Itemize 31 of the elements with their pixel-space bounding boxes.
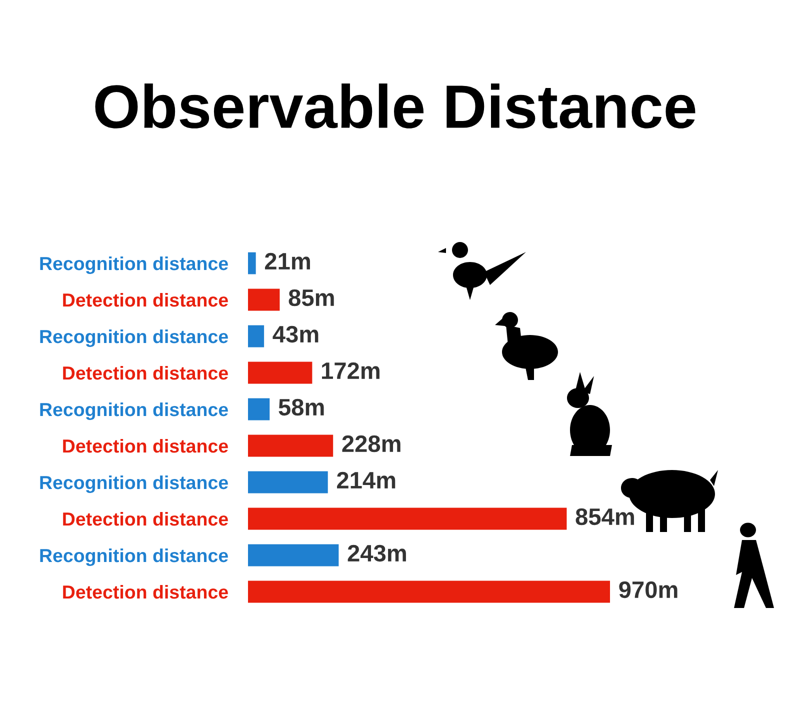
bar — [248, 252, 256, 274]
y-tick-label: Recognition distance — [40, 402, 228, 420]
y-tick-label: Detection distance — [63, 512, 228, 526]
y-tick-label: Detection distance — [63, 584, 228, 599]
y-tick-label: Recognition distance — [40, 548, 228, 566]
bar — [248, 580, 610, 603]
data-label: 43m — [272, 326, 318, 343]
data-label: 854m — [576, 508, 634, 526]
y-tick-label: Detection distance — [63, 292, 228, 307]
y-tick-label: Recognition distance — [40, 475, 228, 494]
data-label: 243m — [348, 544, 406, 562]
bar — [248, 398, 270, 420]
data-label: 970m — [619, 581, 678, 598]
y-tick-label: Recognition distance — [40, 256, 228, 274]
bar — [248, 325, 264, 348]
chart-title: Observable Distance — [95, 84, 696, 128]
data-label: 58m — [278, 398, 324, 416]
bar — [248, 508, 567, 530]
bar — [248, 288, 280, 311]
bar — [248, 434, 334, 457]
data-label: 214m — [337, 472, 396, 488]
bar — [248, 362, 312, 384]
y-tick-label: Detection distance — [63, 438, 228, 453]
bar — [248, 471, 328, 494]
y-tick-label: Recognition distance — [40, 329, 228, 348]
bar — [248, 544, 339, 566]
data-label: 228m — [342, 435, 400, 452]
data-label: 85m — [288, 289, 334, 306]
data-label: 172m — [322, 362, 380, 379]
data-label: 21m — [264, 252, 310, 270]
y-tick-label: Detection distance — [63, 366, 228, 380]
